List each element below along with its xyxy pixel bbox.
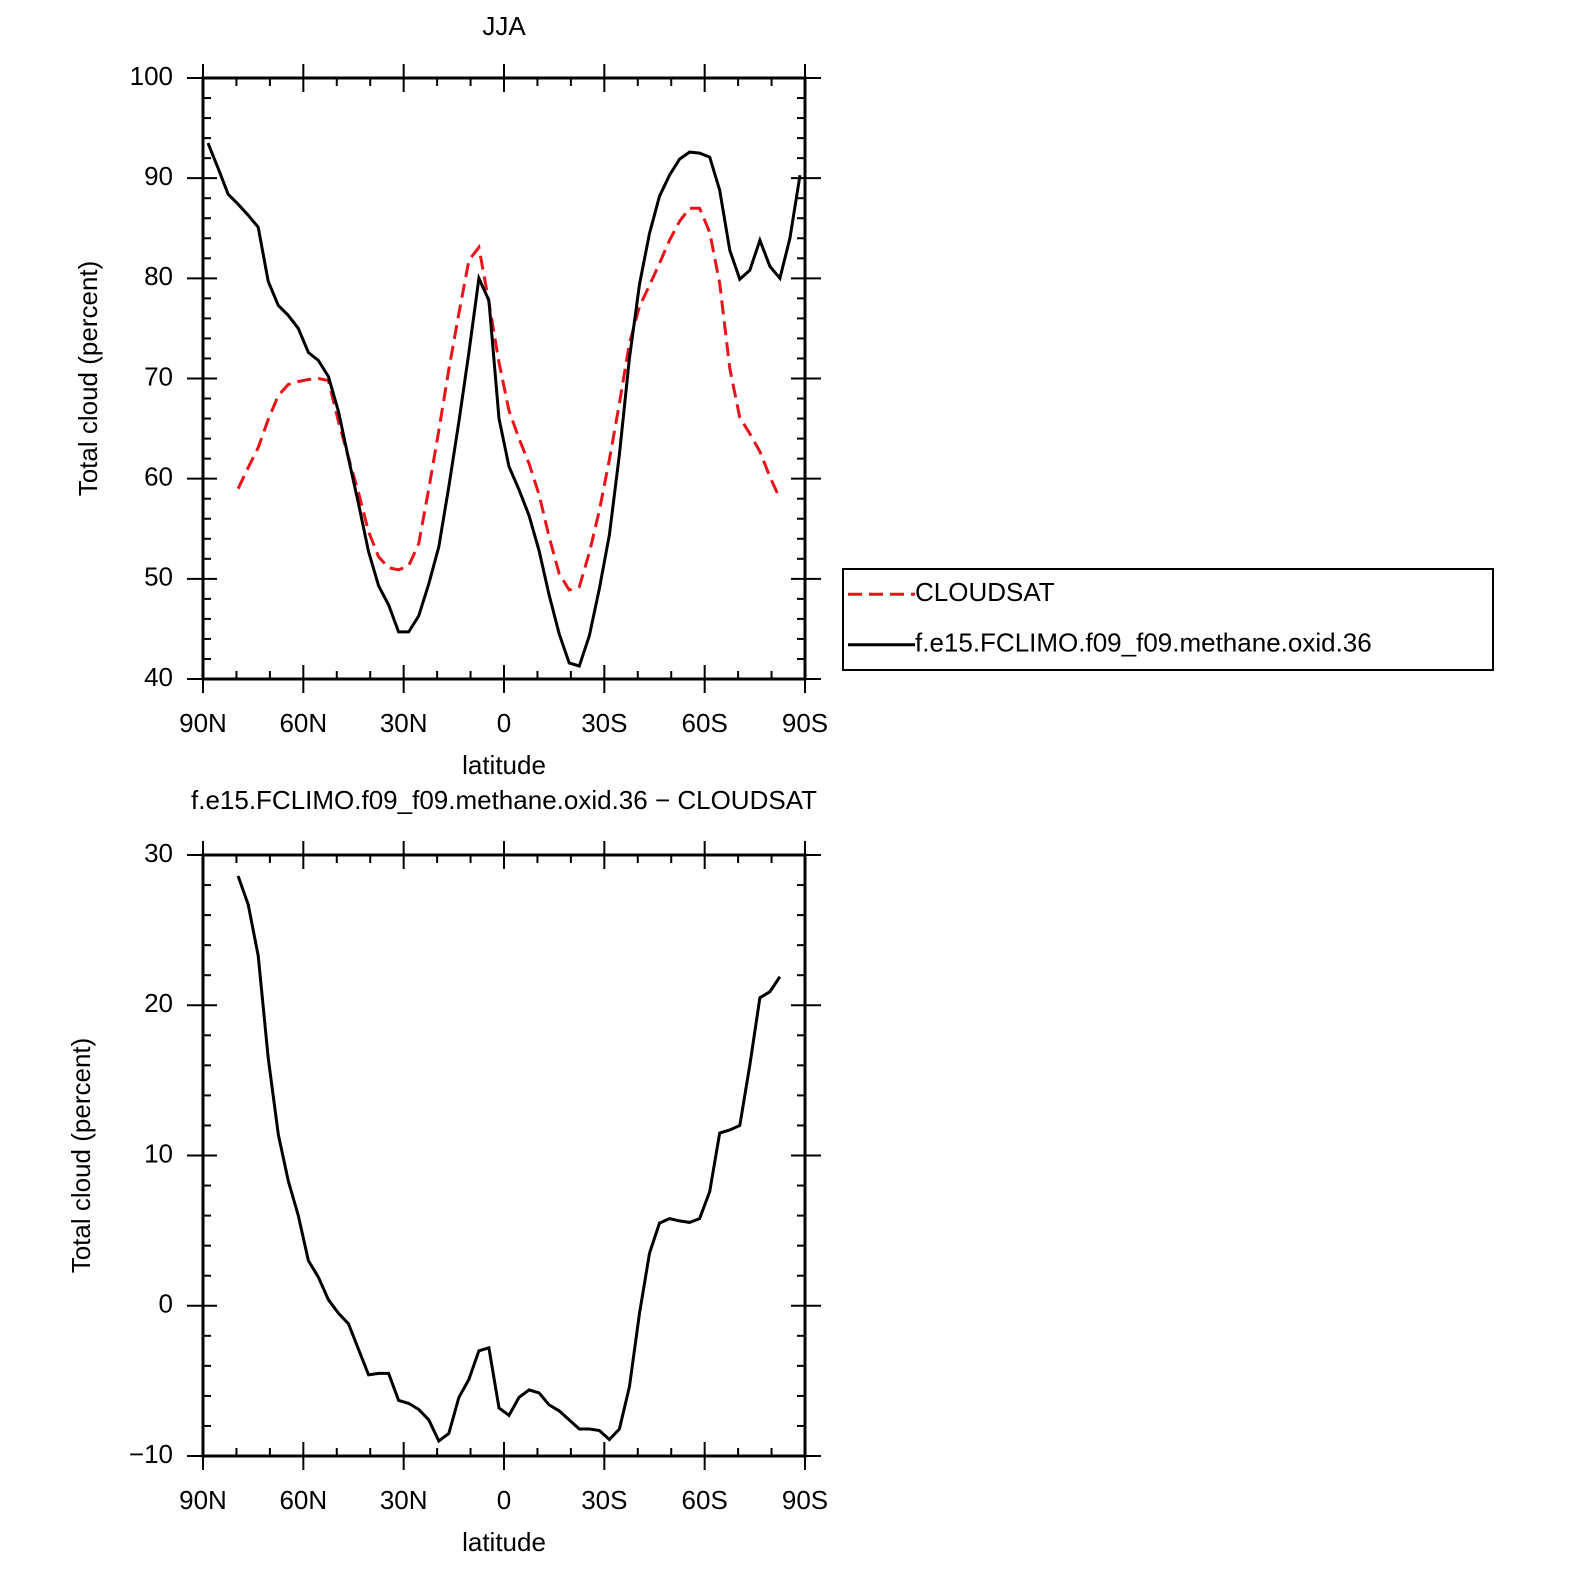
y-tick-label: 90	[144, 161, 173, 191]
plot-frame	[201, 853, 807, 1458]
y-tick-label: 60	[144, 462, 173, 492]
x-tick-label: 30N	[380, 708, 428, 738]
data-line	[236, 875, 782, 1444]
y-tick-label: 70	[144, 361, 173, 391]
y-tick-label: 30	[144, 838, 173, 868]
x-tick-label: 60S	[682, 708, 728, 738]
x-tick-label: 30S	[581, 1485, 627, 1515]
legend-label: CLOUDSAT	[915, 577, 1055, 607]
y-tick-label: 100	[130, 61, 173, 91]
x-tick-label: 60S	[682, 1485, 728, 1515]
y-axis-label: Total cloud (percent)	[66, 1038, 96, 1274]
x-tick-label: 90N	[179, 708, 227, 738]
x-tick-label: 60N	[279, 708, 327, 738]
x-tick-label: 90S	[782, 1485, 828, 1515]
chart-title: f.e15.FCLIMO.f09_f09.methane.oxid.36 − C…	[191, 785, 817, 815]
y-tick-label: −10	[129, 1439, 173, 1469]
x-tick-label: 30S	[581, 708, 627, 738]
x-tick-label: 90N	[179, 1485, 227, 1515]
legend-label: f.e15.FCLIMO.f09_f09.methane.oxid.36	[915, 628, 1372, 658]
y-tick-label: 0	[159, 1289, 173, 1319]
y-tick-label: 50	[144, 562, 173, 592]
data-line	[236, 206, 782, 592]
legend-box	[842, 568, 1494, 671]
x-tick-label: 90S	[782, 708, 828, 738]
x-tick-label: 0	[497, 708, 511, 738]
x-tick-label: 0	[497, 1485, 511, 1515]
x-tick-label: 30N	[380, 1485, 428, 1515]
chart-title: JJA	[482, 11, 526, 41]
x-axis-label: latitude	[462, 750, 546, 780]
x-tick-label: 60N	[279, 1485, 327, 1515]
data-line	[206, 142, 802, 668]
y-tick-label: 10	[144, 1138, 173, 1168]
x-axis-label: latitude	[462, 1527, 546, 1557]
y-tick-label: 40	[144, 662, 173, 692]
plot-frame	[201, 76, 807, 681]
y-axis-label: Total cloud (percent)	[73, 261, 103, 497]
y-tick-label: 20	[144, 988, 173, 1018]
y-tick-label: 80	[144, 261, 173, 291]
